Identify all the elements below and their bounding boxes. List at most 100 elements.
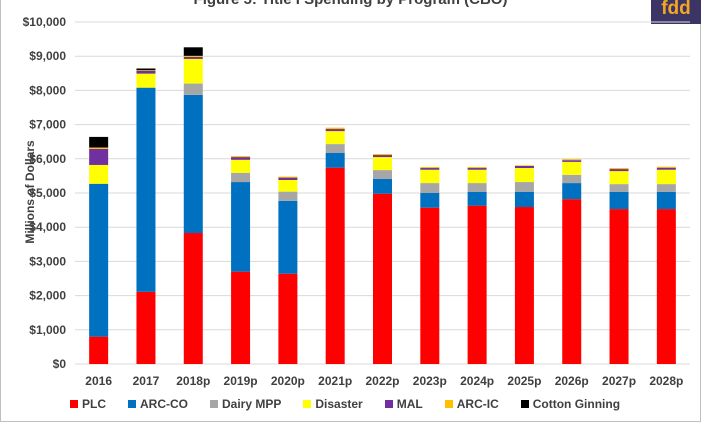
bar-segment-plc	[136, 291, 156, 364]
bar-segment-mal	[231, 157, 251, 160]
bar-segment-arc-ic	[514, 165, 534, 166]
x-tick-label: 2022p	[365, 374, 399, 388]
bar-segment-dairy-mpp	[514, 182, 534, 192]
legend-swatch	[444, 400, 453, 408]
bar-segment-mal	[514, 165, 534, 169]
bar-segment-plc	[562, 199, 582, 364]
bar-segment-dairy-mpp	[562, 174, 582, 184]
bar-segment-dairy-mpp	[420, 183, 440, 193]
bar-segment-arc-ic	[136, 70, 156, 71]
x-tick-label: 2025p	[507, 374, 541, 388]
x-tick-label: 2027p	[602, 374, 636, 388]
y-tick-label: $0	[53, 357, 67, 371]
stacked-bar-chart: $0 $1,000 $2,000 $3,000 $4,000 $5,000 $6,000 $7…	[23, 15, 690, 388]
y-tick-label: $10,000	[23, 15, 67, 29]
legend-swatch	[303, 400, 312, 408]
bar-segment-plc	[278, 273, 298, 364]
bar-segment-arc-co	[278, 200, 298, 274]
bar-segment-plc	[183, 233, 203, 364]
x-tick-label: 2021p	[318, 374, 352, 388]
bar-segment-arc-ic	[420, 167, 440, 169]
chart-title: Figure 5: Title I Spending by Program (C…	[0, 0, 701, 8]
bar-segment-plc	[514, 207, 534, 364]
bar-segment-mal	[420, 168, 440, 170]
x-tick-label: 2026p	[555, 374, 589, 388]
legend-swatch	[70, 400, 78, 408]
bar-segment-dairy-mpp	[325, 144, 345, 153]
bar-segment-mal	[562, 160, 582, 162]
y-tick-label: $1,000	[29, 323, 66, 337]
bar-segment-arc-co	[325, 152, 345, 168]
x-tick-label: 2018p	[176, 374, 210, 388]
bar-segment-disaster	[562, 161, 582, 175]
bar-segment-dairy-mpp	[373, 170, 392, 179]
bar-segment-plc	[420, 207, 440, 364]
x-tick-label: 2019p	[224, 374, 258, 388]
y-tick-label: $9,000	[29, 49, 66, 63]
bar-segment-disaster	[467, 169, 487, 184]
legend-item: ARC-CO	[128, 397, 188, 411]
x-tick-label: 2028p	[649, 374, 683, 388]
bar-segment-dairy-mpp	[231, 172, 251, 183]
y-tick-label: $8,000	[29, 83, 66, 97]
bar-segment-arc-co	[514, 191, 534, 208]
bar-segment-mal	[136, 70, 156, 74]
bar-segment-plc	[373, 193, 392, 364]
y-tick-label: $4,000	[29, 220, 66, 234]
bar-segment-arc-ic	[278, 176, 298, 178]
x-tick-label: 2024p	[460, 374, 494, 388]
y-tick-label: $3,000	[29, 254, 66, 268]
bar-segment-disaster	[231, 159, 251, 173]
legend-item: Disaster	[303, 397, 363, 411]
legend-item: ARC-IC	[444, 397, 499, 411]
bar-segment-arc-ic	[325, 127, 345, 130]
bar-segment-arc-ic	[231, 156, 251, 158]
bar-segment-arc-co	[373, 178, 392, 194]
bar-segment-disaster	[325, 131, 345, 145]
bar-segment-arc-ic	[656, 166, 676, 168]
bar-segment-disaster	[656, 169, 676, 185]
x-tick-label: 2016	[85, 374, 112, 388]
bar-segment-arc-co	[89, 183, 109, 337]
x-tick-label: 2017	[133, 374, 160, 388]
bar-segment-plc	[656, 209, 676, 364]
bar-segment-cotton-ginning	[136, 68, 156, 71]
y-tick-label: $5,000	[29, 186, 66, 200]
bar-segment-arc-ic	[183, 55, 203, 57]
legend-swatch	[128, 400, 136, 408]
bar-segment-arc-ic	[562, 159, 582, 161]
bar-segment-plc	[325, 167, 345, 364]
bar-segment-arc-ic	[373, 154, 392, 156]
fdd-logo: fdd	[651, 0, 701, 24]
legend-label: Cotton Ginning	[532, 397, 621, 411]
bar-segment-arc-co	[136, 87, 156, 292]
legend-label: ARC-IC	[456, 397, 499, 411]
bar-segment-disaster	[183, 58, 203, 84]
bar-segment-disaster	[278, 180, 298, 192]
bar-segment-arc-co	[183, 94, 203, 234]
legend-swatch	[384, 400, 393, 408]
bar-segment-mal	[278, 177, 298, 181]
bar-segment-mal	[609, 169, 629, 172]
legend-item: Dairy MPP	[210, 397, 281, 411]
bar-segment-plc	[609, 209, 629, 364]
bar-segment-cotton-ginning	[183, 47, 203, 56]
bar-segment-mal	[89, 148, 109, 165]
bar-segment-arc-co	[420, 193, 440, 208]
bar-segment-arc-ic	[467, 167, 487, 169]
bar-segment-disaster	[609, 171, 629, 185]
bar-segment-disaster	[89, 164, 109, 184]
bar-segment-mal	[373, 155, 392, 158]
x-tick-label: 2020p	[271, 374, 305, 388]
bar-segment-dairy-mpp	[278, 191, 298, 201]
legend-item: PLC	[70, 397, 106, 411]
bar-segment-arc-ic	[89, 147, 109, 149]
legend-item: Cotton Ginning	[520, 397, 621, 411]
bar-segment-dairy-mpp	[609, 184, 629, 192]
bar-segment-arc-ic	[609, 168, 629, 170]
bar-segment-plc	[231, 271, 251, 364]
bar-segment-arc-co	[467, 191, 487, 206]
y-tick-label: $2,000	[29, 289, 66, 303]
legend-label: Disaster	[315, 397, 363, 411]
legend-swatch	[210, 400, 218, 408]
